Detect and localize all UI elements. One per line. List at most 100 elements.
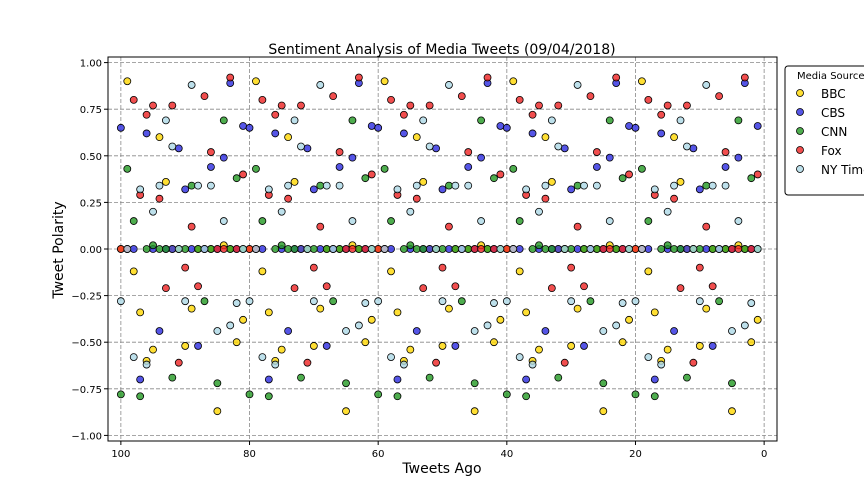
data-point bbox=[168, 101, 177, 110]
data-point bbox=[644, 217, 653, 225]
data-point bbox=[483, 73, 492, 82]
data-point bbox=[174, 358, 183, 367]
data-point bbox=[554, 101, 563, 110]
data-point bbox=[753, 245, 762, 253]
data-point bbox=[406, 207, 415, 216]
data-point bbox=[502, 245, 511, 253]
data-point bbox=[496, 315, 505, 324]
data-point bbox=[322, 342, 331, 350]
data-point bbox=[625, 122, 633, 130]
data-point bbox=[599, 327, 608, 335]
data-point bbox=[245, 123, 254, 132]
data-point bbox=[239, 245, 247, 253]
data-point bbox=[438, 297, 447, 306]
data-point bbox=[490, 338, 498, 347]
data-point bbox=[194, 181, 202, 190]
data-point bbox=[740, 245, 749, 253]
data-point bbox=[502, 390, 511, 399]
data-point bbox=[702, 222, 711, 231]
data-point bbox=[322, 282, 331, 291]
data-point bbox=[194, 282, 202, 291]
data-point bbox=[599, 379, 608, 388]
data-point bbox=[457, 245, 466, 253]
data-point bbox=[670, 245, 678, 253]
data-point bbox=[303, 245, 312, 253]
data-point bbox=[560, 358, 569, 367]
plot-frame bbox=[107, 56, 778, 442]
data-point bbox=[560, 245, 569, 253]
y-axis-label: Tweet Polarity bbox=[51, 201, 67, 299]
data-point bbox=[116, 297, 125, 306]
data-point bbox=[644, 95, 653, 104]
data-point bbox=[425, 101, 434, 110]
data-point bbox=[277, 101, 286, 110]
data-point bbox=[316, 181, 325, 190]
data-point bbox=[181, 297, 190, 306]
data-point bbox=[136, 392, 145, 401]
data-point bbox=[663, 241, 672, 250]
data-point bbox=[528, 129, 537, 138]
data-point bbox=[129, 267, 138, 276]
data-point bbox=[580, 181, 588, 190]
data-point bbox=[663, 207, 672, 216]
data-point bbox=[181, 185, 190, 194]
data-point bbox=[181, 245, 190, 253]
data-point bbox=[367, 315, 376, 324]
data-point bbox=[625, 315, 633, 324]
data-point bbox=[361, 174, 370, 183]
x-tick-label: 100 bbox=[111, 449, 130, 460]
data-point bbox=[683, 142, 691, 151]
data-point bbox=[380, 164, 389, 173]
data-point bbox=[592, 148, 601, 156]
data-point bbox=[187, 222, 196, 231]
data-point bbox=[342, 245, 350, 253]
data-point bbox=[547, 245, 556, 253]
data-point bbox=[168, 373, 177, 382]
data-point bbox=[535, 241, 543, 250]
data-point bbox=[445, 181, 453, 190]
data-point bbox=[252, 245, 260, 253]
data-point bbox=[747, 299, 756, 307]
data-point bbox=[657, 129, 666, 138]
data-point bbox=[753, 170, 762, 179]
data-point bbox=[702, 181, 711, 190]
data-point bbox=[232, 299, 241, 307]
data-point bbox=[490, 245, 498, 253]
data-point bbox=[367, 170, 376, 179]
data-point bbox=[419, 116, 428, 125]
data-point bbox=[470, 379, 479, 388]
x-tick-label: 0 bbox=[761, 449, 767, 460]
data-point bbox=[226, 73, 235, 82]
data-point bbox=[290, 177, 299, 186]
data-point bbox=[670, 181, 678, 190]
data-point bbox=[219, 245, 228, 253]
data-point bbox=[297, 101, 305, 110]
y-tick-label: 1.00 bbox=[80, 59, 102, 70]
data-point bbox=[335, 245, 344, 253]
data-point bbox=[464, 181, 473, 190]
data-point bbox=[374, 297, 383, 306]
data-point bbox=[367, 245, 376, 253]
data-point bbox=[695, 263, 704, 272]
data-point bbox=[457, 297, 466, 306]
data-point bbox=[522, 185, 531, 194]
data-point bbox=[535, 345, 543, 354]
data-point bbox=[335, 148, 344, 156]
data-point bbox=[728, 245, 736, 253]
data-point bbox=[554, 142, 563, 151]
data-point bbox=[187, 304, 196, 313]
data-point bbox=[464, 148, 473, 156]
data-point bbox=[309, 263, 318, 272]
data-point bbox=[715, 245, 724, 253]
data-point bbox=[174, 245, 183, 253]
legend-label: Fox bbox=[821, 144, 842, 158]
data-point bbox=[264, 375, 273, 384]
data-point bbox=[567, 297, 576, 306]
data-point bbox=[123, 164, 132, 173]
data-point bbox=[740, 321, 749, 330]
data-point bbox=[258, 353, 267, 362]
data-point bbox=[689, 358, 698, 367]
data-point bbox=[728, 379, 736, 388]
data-point bbox=[425, 245, 434, 253]
legend-marker bbox=[796, 108, 804, 116]
